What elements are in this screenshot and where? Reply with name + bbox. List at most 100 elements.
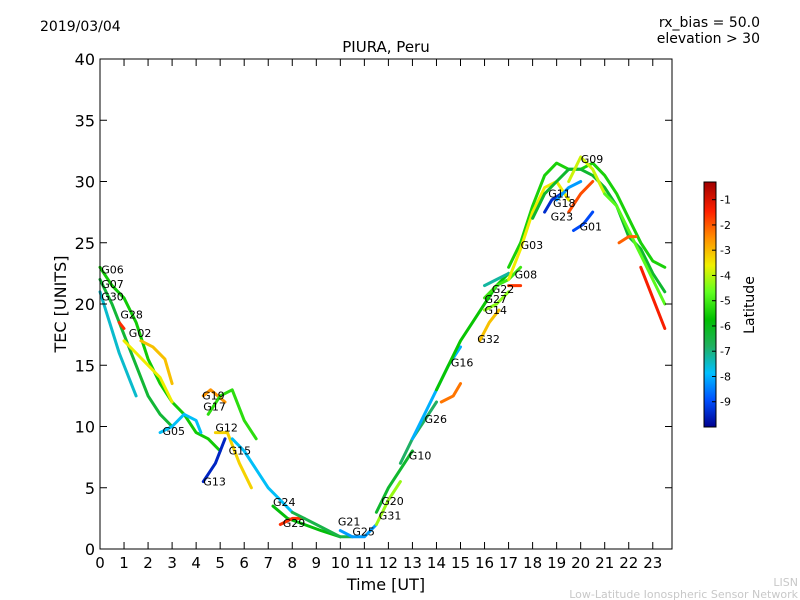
sat-label-g26: G26 <box>425 413 448 426</box>
sat-label-g12: G12 <box>215 421 238 434</box>
series-g09c <box>639 265 667 330</box>
series-g32 <box>478 308 501 343</box>
series-g02 <box>122 339 174 404</box>
x-tick-label: 6 <box>239 554 249 572</box>
sat-label-g15: G15 <box>229 445 252 458</box>
sat-label-g01: G01 <box>580 221 603 234</box>
series-g05 <box>158 412 203 435</box>
series-g09 <box>567 155 607 196</box>
sat-label-g31: G31 <box>379 510 402 523</box>
date-label: 2019/03/04 <box>40 19 121 35</box>
series-g06 <box>98 265 222 453</box>
x-tick-label: 13 <box>403 554 422 572</box>
y-tick-label: 40 <box>75 50 95 69</box>
x-tick-label: 22 <box>619 554 638 572</box>
sat-label-g20: G20 <box>381 495 404 508</box>
colorbar-tick-label: -2 <box>720 219 731 232</box>
sat-label-g32: G32 <box>477 333 500 346</box>
y-tick-label: 10 <box>75 418 95 437</box>
sat-label-g27: G27 <box>485 293 508 306</box>
sat-label-g23: G23 <box>551 211 574 224</box>
series-g18 <box>555 180 583 202</box>
sat-label-g17: G17 <box>203 401 226 414</box>
x-tick-label: 20 <box>571 554 590 572</box>
colorbar-tick-label: -4 <box>720 269 731 282</box>
sat-label-g16: G16 <box>451 357 474 370</box>
x-tick-label: 18 <box>523 554 542 572</box>
sat-label-g18: G18 <box>553 197 576 210</box>
elevation-label: elevation > 30 <box>657 31 760 47</box>
x-tick-label: 7 <box>263 554 273 572</box>
colorbar-tick-label: -9 <box>720 396 731 409</box>
x-tick-label: 8 <box>287 554 297 572</box>
sat-label-g07: G07 <box>101 278 124 291</box>
colorbar-tick-label: -7 <box>720 345 731 358</box>
x-tick-label: 9 <box>312 554 322 572</box>
sat-label-g10: G10 <box>409 450 432 463</box>
series-g28 <box>117 320 126 330</box>
colorbar-tick-label: -6 <box>720 320 731 333</box>
series-g03 <box>507 161 667 269</box>
sat-label-g02: G02 <box>129 327 152 340</box>
footer-lisn: LISN <box>773 576 798 589</box>
plot-frame <box>99 58 673 550</box>
series-g17 <box>206 388 258 441</box>
rx-bias-label: rx_bias = 50.0 <box>659 15 760 31</box>
sat-label-g19: G19 <box>202 390 225 403</box>
x-axis: 0 1 2 3 4 5 6 7 8 9 10 11 12 13 14 15 16 17 18 19 20 21 22 23 <box>95 59 662 572</box>
sat-label-g09: G09 <box>581 153 604 166</box>
sat-label-g11: G11 <box>548 187 571 200</box>
x-tick-label: 17 <box>499 554 518 572</box>
y-tick-label: 35 <box>75 111 95 130</box>
x-tick-label: 19 <box>547 554 566 572</box>
series-g20 <box>374 449 414 514</box>
x-tick-label: 15 <box>451 554 470 572</box>
y-axis-label: TEC [UNITS] <box>51 256 70 354</box>
series-g27 <box>483 265 523 300</box>
colorbar-tick-label: -8 <box>720 370 731 383</box>
colorbar-tick-label: -5 <box>720 295 731 308</box>
colorbar-ticks: -1 -2 -3 -4 -5 -6 -7 -8 -9 <box>712 194 731 409</box>
series-g14 <box>483 290 511 312</box>
chart-title: PIURA, Peru <box>342 38 429 56</box>
sat-label-g30: G30 <box>101 290 124 303</box>
x-tick-label: 4 <box>191 554 201 572</box>
colorbar <box>703 181 717 428</box>
x-tick-label: 1 <box>119 554 129 572</box>
series-g11 <box>543 192 563 214</box>
sat-label-g05: G05 <box>163 425 186 438</box>
sat-label-g03: G03 <box>521 239 544 252</box>
x-tick-label: 16 <box>475 554 494 572</box>
x-axis-label: Time [UT] <box>346 575 425 594</box>
series-layer <box>98 155 667 539</box>
colorbar-tick-label: -3 <box>720 244 731 257</box>
series-g31 <box>374 480 402 526</box>
x-tick-label: 23 <box>643 554 662 572</box>
x-tick-label: 10 <box>331 554 350 572</box>
x-tick-label: 11 <box>355 554 374 572</box>
x-tick-label: 14 <box>427 554 446 572</box>
y-tick-label: 30 <box>75 173 95 192</box>
series-g02b <box>139 339 174 386</box>
sat-label-g06: G06 <box>101 263 124 276</box>
series-g15 <box>230 437 294 514</box>
sat-label-g21: G21 <box>338 516 361 529</box>
series-g30 <box>98 290 138 398</box>
sat-label-g29: G29 <box>283 517 306 530</box>
x-tick-label: 3 <box>167 554 177 572</box>
colorbar-tick-label: -1 <box>720 194 731 207</box>
footer-network: Low-Latitude Ionospheric Sensor Network <box>569 588 798 600</box>
y-tick-label: 25 <box>75 234 95 253</box>
series-g09d <box>617 235 638 245</box>
series-g24 <box>271 504 342 539</box>
series-g12 <box>213 431 253 490</box>
sat-label-g25: G25 <box>352 526 375 539</box>
x-tick-label: 21 <box>595 554 614 572</box>
y-tick-label: 20 <box>75 295 95 314</box>
series-g03b <box>507 180 571 281</box>
x-tick-label: 2 <box>143 554 153 572</box>
y-tick-label: 0 <box>85 540 95 559</box>
y-tick-label: 5 <box>85 479 95 498</box>
